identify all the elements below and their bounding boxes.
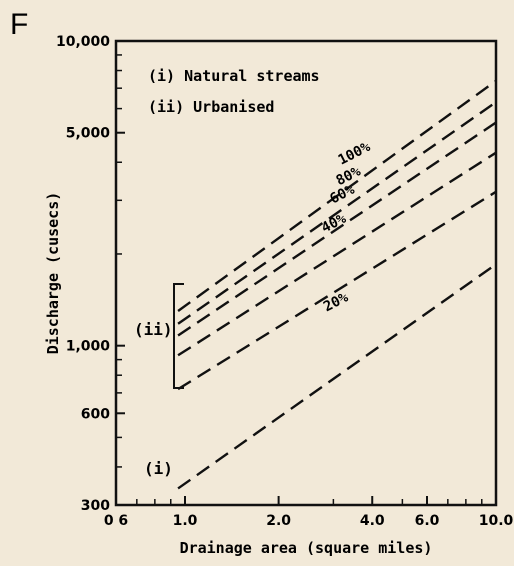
series-labels: 20%40%60%80%100% — [319, 139, 374, 316]
x-tick-label: 4.0 — [360, 513, 385, 529]
y-tick-label: 1,000 — [66, 339, 111, 355]
x-tick-label: 0 6 — [104, 513, 128, 529]
series-label: 40% — [319, 210, 349, 236]
x-axis-label: Drainage area (square miles) — [180, 539, 433, 557]
x-tick-label: 6.0 — [415, 513, 440, 529]
y-tick-label: 300 — [81, 498, 110, 514]
urbanised-bracket — [173, 283, 184, 389]
x-tick-label: 1.0 — [173, 513, 198, 529]
series-line-1 — [177, 190, 497, 391]
y-tick-label: 5,000 — [66, 126, 111, 142]
series-line-2 — [177, 151, 497, 357]
series-line-0 — [177, 263, 497, 490]
x-ticks: 0 6 1.0 2.0 4.0 6.0 10.0 — [104, 496, 514, 529]
legend-entry-natural: (i) Natural streams — [148, 67, 320, 85]
plot-frame — [114, 39, 498, 507]
series-line-4 — [177, 101, 497, 325]
natural-marker: (i) — [144, 459, 173, 478]
series-line-5 — [177, 79, 497, 312]
x-tick-label: 10.0 — [479, 513, 514, 529]
series-line-3 — [177, 121, 497, 337]
y-ticks: 300 600 1,000 5,000 10,000 — [56, 34, 125, 514]
y-tick-label: 600 — [81, 406, 110, 422]
legend-entry-urbanised: (ii) Urbanised — [148, 98, 274, 116]
series-lines — [177, 79, 497, 490]
x-tick-label: 2.0 — [266, 513, 291, 529]
panel-letter: F — [10, 8, 28, 41]
urbanised-marker: (ii) — [134, 320, 173, 339]
series-label: 20% — [321, 289, 351, 315]
y-axis-label: Discharge (cusecs) — [44, 192, 62, 355]
y-tick-label: 10,000 — [56, 34, 110, 50]
